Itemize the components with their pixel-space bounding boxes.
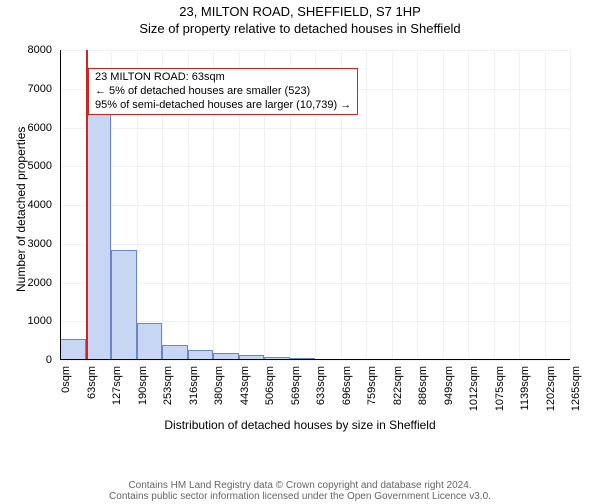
y-axis-line xyxy=(60,50,61,360)
subtitle: Size of property relative to detached ho… xyxy=(0,21,600,36)
x-axis-line xyxy=(60,359,570,360)
x-tick-label: 380sqm xyxy=(213,366,225,426)
histogram-bar xyxy=(86,98,112,360)
gridline-v xyxy=(545,50,546,360)
x-tick-label: 949sqm xyxy=(443,366,455,426)
y-tick-label: 8000 xyxy=(0,44,52,56)
x-tick-label: 822sqm xyxy=(392,366,404,426)
gridline-v xyxy=(468,50,469,360)
gridline-h xyxy=(60,360,570,361)
x-tick-label: 253sqm xyxy=(162,366,174,426)
gridline-v xyxy=(392,50,393,360)
x-tick-label: 1202sqm xyxy=(545,366,557,426)
histogram-bar xyxy=(111,250,137,360)
y-tick-label: 0 xyxy=(0,354,52,366)
gridline-v xyxy=(417,50,418,360)
x-tick-label: 1075sqm xyxy=(494,366,506,426)
y-tick-label: 3000 xyxy=(0,238,52,250)
x-tick-label: 1012sqm xyxy=(468,366,480,426)
gridline-v xyxy=(366,50,367,360)
chart-container: 23 MILTON ROAD: 63sqm← 5% of detached ho… xyxy=(0,42,600,460)
x-tick-label: 506sqm xyxy=(264,366,276,426)
x-tick-label: 190sqm xyxy=(137,366,149,426)
gridline-v xyxy=(494,50,495,360)
y-tick-label: 7000 xyxy=(0,83,52,95)
x-tick-label: 443sqm xyxy=(239,366,251,426)
gridline-v xyxy=(443,50,444,360)
y-tick-label: 6000 xyxy=(0,122,52,134)
annotation-line: 23 MILTON ROAD: 63sqm xyxy=(95,71,351,85)
x-tick-label: 886sqm xyxy=(417,366,429,426)
histogram-bar xyxy=(162,345,188,361)
footer-line-1: Contains HM Land Registry data © Crown c… xyxy=(0,480,600,491)
y-tick-label: 1000 xyxy=(0,315,52,327)
footer-attribution: Contains HM Land Registry data © Crown c… xyxy=(0,480,600,502)
annotation-line: ← 5% of detached houses are smaller (523… xyxy=(95,85,351,99)
gridline-v xyxy=(519,50,520,360)
x-tick-label: 1265sqm xyxy=(570,366,582,426)
x-tick-label: 569sqm xyxy=(290,366,302,426)
plot-area: 23 MILTON ROAD: 63sqm← 5% of detached ho… xyxy=(60,50,570,360)
x-tick-label: 696sqm xyxy=(341,366,353,426)
annotation-line: 95% of semi-detached houses are larger (… xyxy=(95,99,351,113)
address-title: 23, MILTON ROAD, SHEFFIELD, S7 1HP xyxy=(0,4,600,19)
footer-line-2: Contains public sector information licen… xyxy=(0,491,600,502)
y-tick-label: 5000 xyxy=(0,160,52,172)
y-tick-label: 4000 xyxy=(0,199,52,211)
annotation-box: 23 MILTON ROAD: 63sqm← 5% of detached ho… xyxy=(88,68,358,115)
gridline-v xyxy=(570,50,571,360)
x-tick-label: 759sqm xyxy=(366,366,378,426)
x-tick-label: 63sqm xyxy=(86,366,98,426)
y-tick-label: 2000 xyxy=(0,277,52,289)
x-tick-label: 316sqm xyxy=(188,366,200,426)
x-tick-label: 0sqm xyxy=(60,366,72,426)
x-tick-label: 633sqm xyxy=(315,366,327,426)
histogram-bar xyxy=(60,339,86,360)
x-tick-label: 1139sqm xyxy=(519,366,531,426)
x-tick-label: 127sqm xyxy=(111,366,123,426)
histogram-bar xyxy=(137,323,163,360)
